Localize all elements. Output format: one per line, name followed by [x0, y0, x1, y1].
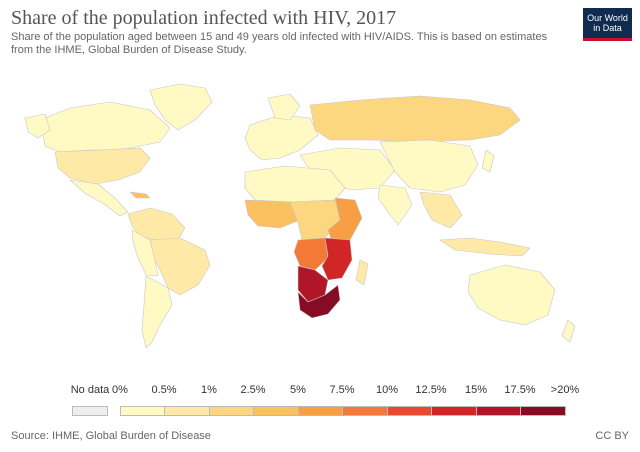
- legend-tick-label: >20%: [550, 384, 580, 396]
- region-caribbean: [129, 191, 151, 199]
- region-europe: [244, 114, 319, 161]
- color-legend: No data 0% 0.5% 1% 2.5% 5% 7.5% 10% 12.5…: [0, 384, 640, 418]
- logo-line-1: Our World: [587, 13, 628, 23]
- legend-swatch[interactable]: [342, 406, 388, 416]
- region-new-zealand: [561, 319, 576, 343]
- region-japan: [481, 149, 495, 173]
- region-india: [377, 184, 413, 226]
- region-madagascar: [355, 259, 369, 286]
- legend-tick-label: 2.5%: [240, 384, 266, 396]
- chart-subtitle: Share of the population aged between 15 …: [11, 31, 548, 56]
- source-note: Source: IHME, Global Burden of Disease: [11, 430, 211, 442]
- region-russia: [309, 95, 521, 143]
- logo-line-2: in Data: [593, 23, 622, 33]
- region-scandinavia: [267, 93, 301, 121]
- legend-tick-label: 17.5%: [504, 384, 536, 396]
- legend-swatch[interactable]: [476, 406, 521, 416]
- legend-swatch[interactable]: [298, 406, 343, 416]
- legend-tick-label: 0%: [112, 384, 128, 396]
- region-southern-cone: [141, 275, 173, 349]
- region-australia: [467, 264, 556, 326]
- legend-tick-label: 0.5%: [151, 384, 177, 396]
- legend-tick-label: 10%: [375, 384, 399, 396]
- legend-swatch[interactable]: [209, 406, 254, 416]
- legend-swatch[interactable]: [164, 406, 210, 416]
- region-brazil: [149, 237, 211, 296]
- region-alaska: [24, 113, 51, 139]
- legend-swatch[interactable]: [520, 406, 566, 416]
- region-south-africa: [297, 284, 341, 319]
- owid-logo[interactable]: Our World in Data: [583, 8, 632, 41]
- legend-tick-label: 12.5%: [415, 384, 447, 396]
- legend-swatch[interactable]: [387, 406, 432, 416]
- region-mexico: [69, 179, 129, 217]
- region-zambia-mozambique: [321, 237, 353, 281]
- region-andes: [131, 229, 159, 277]
- region-greenland: [149, 83, 213, 131]
- region-north-africa: [244, 165, 346, 203]
- region-indonesia: [439, 237, 531, 257]
- world-map[interactable]: [0, 80, 640, 380]
- legend-no-data-label: No data: [70, 384, 110, 396]
- region-canada: [39, 101, 171, 153]
- region-usa: [54, 147, 151, 185]
- legend-swatch[interactable]: [431, 406, 477, 416]
- region-southeast-asia: [419, 191, 463, 229]
- legend-tick-label: 1%: [201, 384, 217, 396]
- chart-title: Share of the population infected with HI…: [11, 7, 397, 29]
- license-link[interactable]: CC BY: [595, 430, 629, 442]
- region-china: [379, 139, 479, 193]
- legend-swatch[interactable]: [253, 406, 299, 416]
- legend-tick-label: 7.5%: [329, 384, 355, 396]
- legend-tick-label: 15%: [464, 384, 488, 396]
- legend-swatch[interactable]: [120, 406, 165, 416]
- legend-tick-label: 5%: [290, 384, 306, 396]
- legend-no-data-swatch[interactable]: [72, 406, 108, 416]
